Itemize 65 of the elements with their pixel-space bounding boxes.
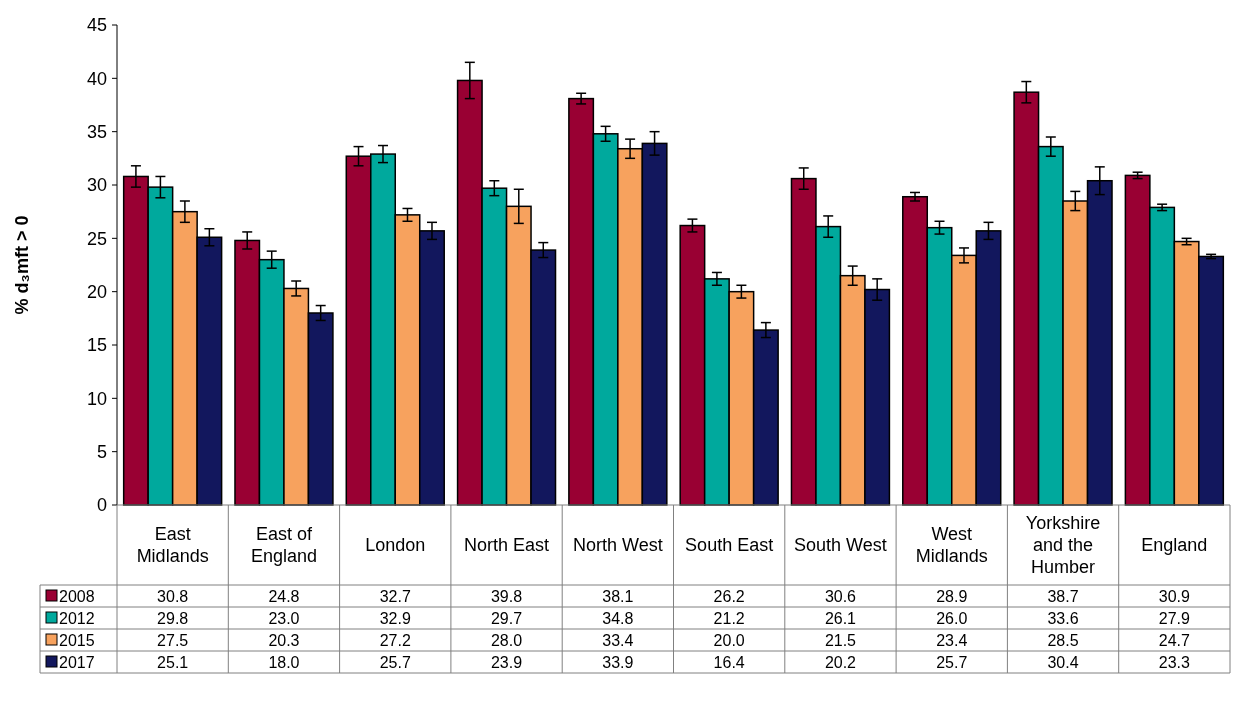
data-label: 23.0: [268, 609, 300, 627]
x-tick-label: North East: [464, 535, 550, 556]
y-tick-label: 0: [96, 495, 107, 516]
x-tick-label: South East: [685, 535, 774, 556]
data-label: 30.8: [157, 587, 189, 605]
x-tick-label: North West: [573, 535, 663, 556]
data-label: 25.1: [157, 653, 189, 671]
y-tick-label: 35: [86, 121, 107, 142]
data-label: 26.0: [936, 609, 968, 627]
data-label: 30.9: [1158, 587, 1191, 605]
data-label: 21.5: [824, 631, 857, 649]
data-label: 33.4: [602, 631, 634, 649]
x-tick-label: England: [1141, 535, 1208, 556]
data-label: 30.4: [1047, 653, 1079, 671]
data-label: 25.7: [936, 653, 968, 671]
data-label: 23.3: [1158, 653, 1191, 671]
data-label: 33.9: [602, 653, 634, 671]
data-label: 29.8: [157, 609, 189, 627]
legend-label: 2017: [59, 653, 95, 671]
data-label: 38.1: [602, 587, 634, 605]
x-tick-label: South West: [794, 535, 887, 556]
x-tick-label: West Midlands: [915, 524, 988, 567]
data-label: 16.4: [713, 653, 745, 671]
y-axis-title: % d₃mft > 0: [12, 215, 32, 315]
y-tick-label: 5: [96, 441, 107, 462]
data-label: 25.7: [379, 653, 411, 671]
data-label: 23.4: [936, 631, 968, 649]
y-tick-label: 40: [86, 68, 107, 89]
data-label: 30.6: [824, 587, 857, 605]
data-label: 27.9: [1158, 609, 1191, 627]
legend-label: 2008: [59, 587, 95, 605]
data-label: 26.2: [713, 587, 745, 605]
data-label: 21.2: [713, 609, 745, 627]
x-tick-label: East Midlands: [136, 524, 209, 567]
data-label: 32.9: [379, 609, 411, 627]
legend-label: 2015: [59, 631, 95, 649]
data-label: 20.3: [268, 631, 300, 649]
data-label: 39.8: [490, 587, 523, 605]
data-label: 28.9: [936, 587, 968, 605]
data-label: 28.0: [490, 631, 523, 649]
data-label: 33.6: [1047, 609, 1079, 627]
data-label: 27.5: [157, 631, 189, 649]
data-label: 24.7: [1158, 631, 1191, 649]
y-tick-label: 10: [86, 388, 107, 409]
y-tick-label: 25: [86, 228, 107, 249]
y-tick-label: 15: [86, 335, 107, 356]
y-tick-label: 20: [86, 281, 107, 302]
x-tick-label: London: [365, 535, 426, 556]
data-label: 20.0: [713, 631, 745, 649]
legend-label: 2012: [59, 609, 95, 627]
data-label: 26.1: [824, 609, 857, 627]
data-label: 28.5: [1047, 631, 1079, 649]
data-label: 18.0: [268, 653, 300, 671]
data-label: 27.2: [379, 631, 411, 649]
x-tick-label: Yorkshire and the Humber: [1025, 513, 1101, 578]
data-label: 20.2: [824, 653, 857, 671]
y-tick-label: 30: [86, 175, 107, 196]
x-tick-label: East of England: [250, 524, 317, 567]
data-label: 32.7: [379, 587, 411, 605]
data-label: 38.7: [1047, 587, 1079, 605]
data-label: 29.7: [490, 609, 523, 627]
data-label: 23.9: [490, 653, 523, 671]
y-tick-label: 45: [86, 15, 107, 36]
data-label: 24.8: [268, 587, 300, 605]
data-label: 34.8: [602, 609, 634, 627]
